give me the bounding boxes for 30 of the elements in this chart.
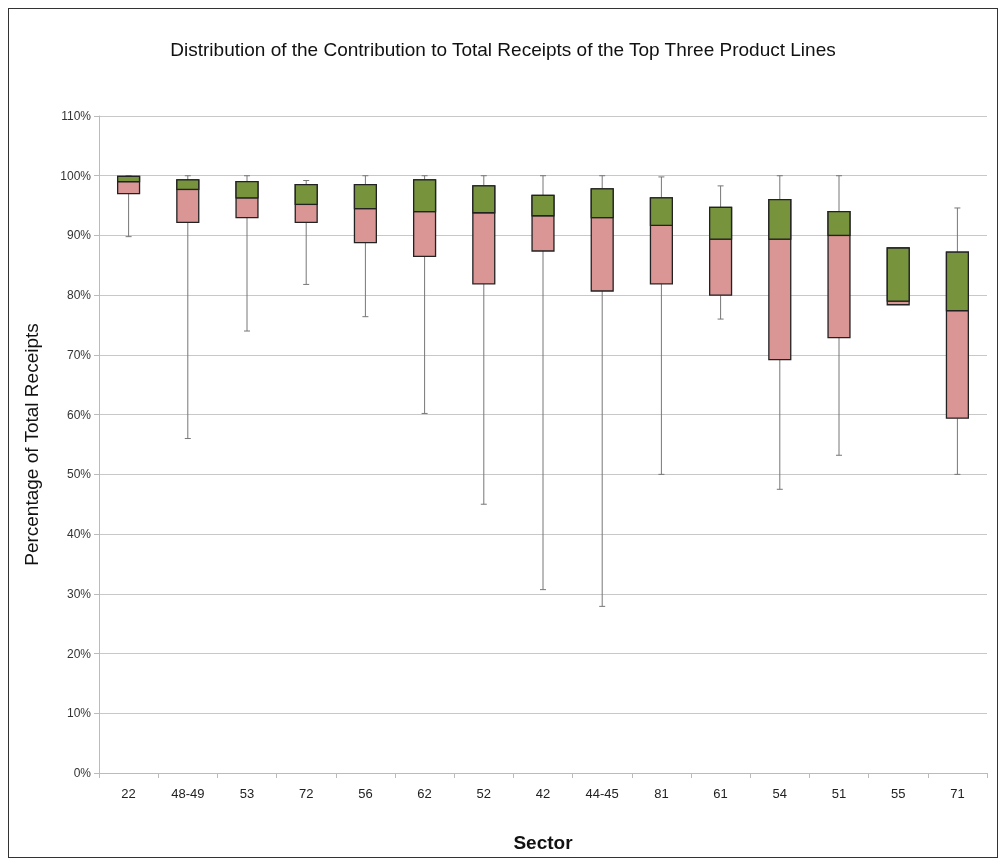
x-tick-label: 55 xyxy=(890,786,906,801)
y-tick-label: 80% xyxy=(66,288,92,303)
y-tick-label: 40% xyxy=(66,527,92,542)
x-tick-label: 71 xyxy=(950,786,965,801)
x-tick-label: 81 xyxy=(654,786,669,801)
x-tick-label: 54 xyxy=(772,786,788,801)
y-tick-label: 70% xyxy=(66,347,92,362)
y-tick-label: 50% xyxy=(66,467,92,482)
y-tick-label: 110% xyxy=(61,109,92,123)
x-tick-label: 51 xyxy=(831,786,847,801)
x-tick-label: 52 xyxy=(476,786,492,801)
x-tick-label: 42 xyxy=(535,786,551,801)
x-tick-label: 62 xyxy=(417,786,432,801)
x-tick-label: 22 xyxy=(121,786,136,801)
y-tick-label: 90% xyxy=(66,228,92,243)
y-tick-label: 30% xyxy=(66,586,92,601)
x-tick-label: 72 xyxy=(298,786,314,801)
x-tick-label: 44-45 xyxy=(585,786,619,801)
x-tick-label: 53 xyxy=(239,786,255,801)
y-tick-label: 0% xyxy=(73,766,92,780)
x-axis-title: Sector xyxy=(513,832,574,853)
x-tick-label: 61 xyxy=(713,786,728,801)
y-tick-label: 20% xyxy=(66,646,92,661)
y-tick-label: 10% xyxy=(66,706,92,721)
chart-title: Distribution of the Contribution to Total Receipts of the Top Three Product Lines xyxy=(170,39,836,60)
x-tick-label: 48-49 xyxy=(171,786,205,801)
x-tick-label: 56 xyxy=(358,786,373,801)
y-axis-title: Percentage of Total Receipts xyxy=(21,323,42,566)
y-tick-label: 100% xyxy=(60,168,92,183)
y-tick-label: 60% xyxy=(66,407,92,422)
